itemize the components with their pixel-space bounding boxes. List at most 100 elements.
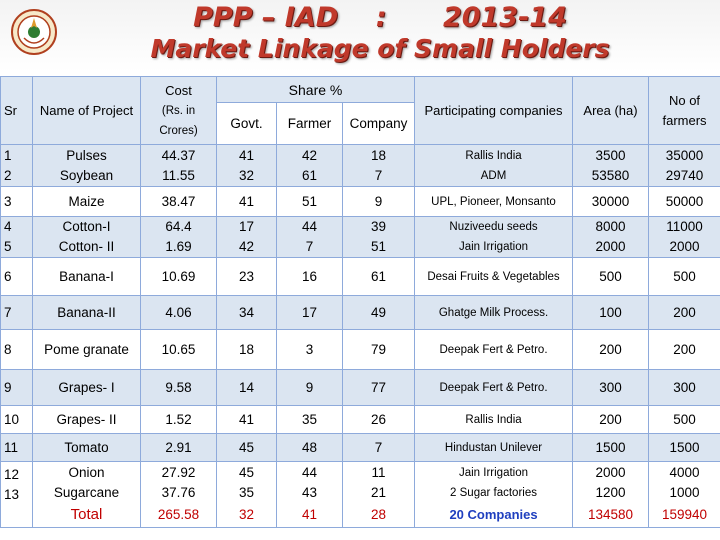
cell-farmer: 51 [276,186,343,217]
table-row: 4 5 Cotton-I Cotton- II 64.4 1.69 17 42 44 7 39 51 N… [0,216,720,258]
total-cost: 265.58 [157,506,200,522]
cell-farmers-line: 500 [673,268,696,284]
cell-govt: 45 [216,433,277,462]
cell-sr-line: 5 [4,239,12,254]
cell-farmers-line: 50000 [665,193,704,209]
cell-name-line: Banana-II [57,304,116,320]
cell-farmers: 500 [648,257,720,296]
cell-cost: 2.91 [140,433,217,462]
cell-cost-line: 2.91 [165,439,192,455]
cell-farmer-line: 42 [301,147,318,163]
cell-company: 77 [341,369,416,406]
cell-participating-line: UPL, Pioneer, Monsanto [431,195,556,208]
cell-participating-line: Ghatge Milk Process. [438,306,549,319]
cell-farmers-line: 11000 [666,219,703,234]
cell-cost: 4.06 [140,295,217,330]
cell-farmers: 4000 1000 159940 [648,461,720,528]
cell-participating-line: 2 Sugar factories [450,486,537,499]
cell-participating: Ghatge Milk Process. [414,295,574,330]
cell-govt-line: 41 [238,411,255,427]
cell-area: 100 [572,295,650,330]
cell-farmer-line: 51 [301,193,318,209]
cell-farmers: 200 [648,329,720,370]
cell-cost: 27.92 37.76 265.58 [140,461,217,528]
cell-company-line: 77 [370,379,387,395]
cell-name-line: Onion [68,464,105,480]
cell-area-line: 2000 [595,239,626,254]
cell-name-line: Cotton- II [58,239,115,254]
cell-area: 1500 [572,433,650,462]
total-company: 28 [370,506,387,522]
cell-cost-line: 64.4 [165,219,192,234]
cell-name-line: Grapes- I [58,379,115,395]
cell-cost: 1.52 [140,405,217,434]
cell-company: 9 [341,186,416,217]
table-row: 3 Maize 38.47 41 51 9 UPL, Pioneer, Monsanto 30… [0,186,720,217]
cell-farmers: 35000 29740 [648,144,720,187]
cell-name-line: Banana-I [59,268,114,284]
total-farmers: 159940 [661,506,708,522]
cell-cost-line: 1.52 [165,411,192,427]
cell-cost: 10.69 [140,257,217,296]
cell-area: 2000 1200 134580 [572,461,650,528]
cell-govt: 45 35 32 [216,461,277,528]
total-name: Total [70,505,103,523]
cell-govt: 17 42 [216,216,277,258]
cell-cost: 44.37 11.55 [140,144,217,187]
cell-farmers-line: 35000 [665,147,704,163]
cell-farmers: 11000 2000 [648,216,720,258]
cell-company: 18 7 [341,144,416,187]
cell-cost-line: 11.55 [162,167,195,183]
cell-farmers-line: 2000 [669,239,700,254]
cell-company-line: 18 [370,147,387,163]
cell-participating-line: Jain Irrigation [458,241,529,253]
total-companies: 20 Companies [449,506,538,522]
cell-area-line: 100 [599,304,622,320]
cell-company: 11 21 28 [341,461,416,528]
cell-govt-line: 17 [238,219,255,234]
cell-area-line: 1200 [595,484,626,500]
cell-farmers-line: 1500 [669,439,700,455]
table-row: 7 Banana-II 4.06 34 17 49 Ghatge Milk Process.… [0,295,720,330]
cell-farmers: 200 [648,295,720,330]
cell-name: Grapes- II [32,405,141,434]
cell-farmer-line: 16 [301,268,318,284]
cell-participating-line: ADM [480,169,507,182]
cell-govt: 41 [216,186,277,217]
cell-area-line: 1500 [595,439,626,455]
cell-participating-line: Rallis India [465,413,522,426]
cell-area: 8000 2000 [572,216,650,258]
cell-participating: Jain Irrigation 2 Sugar factories 20 Compa… [414,461,574,528]
cell-area: 300 [572,369,650,406]
cell-farmer-line: 61 [301,167,318,183]
cell-cost: 9.58 [140,369,217,406]
page-title: PPP – IAD : 2013-14 [193,2,567,33]
cell-govt: 41 32 [216,144,277,187]
cell-govt: 14 [216,369,277,406]
cell-area-line: 8000 [595,219,626,234]
cell-sr-line: 10 [4,411,20,427]
cell-farmer: 42 61 [276,144,343,187]
cell-company-line: 21 [370,484,387,500]
cell-company-line: 51 [370,239,387,254]
cell-name: Grapes- I [32,369,141,406]
cell-participating: Deepak Fert & Petro. [414,369,574,406]
cell-sr-line: 7 [4,304,12,320]
cell-govt-line: 41 [238,147,255,163]
cell-farmer-line: 48 [301,439,318,455]
header-participating: Participating companies [414,76,574,145]
cell-area-line: 2000 [595,464,626,480]
cell-name: Maize [32,186,141,217]
cell-farmer: 35 [276,405,343,434]
cell-participating-line: Deepak Fert & Petro. [439,343,548,356]
cell-area: 30000 [572,186,650,217]
header-share: Share % [215,76,416,103]
cell-farmer: 16 [276,257,343,296]
cell-sr-line: 1 [4,147,12,163]
cell-company: 79 [341,329,416,370]
cell-cost: 10.65 [140,329,217,370]
cell-farmer-line: 43 [301,484,318,500]
cell-area-line: 3500 [595,147,626,163]
header-cost-unit: (Rs. in Crores) [159,104,198,137]
